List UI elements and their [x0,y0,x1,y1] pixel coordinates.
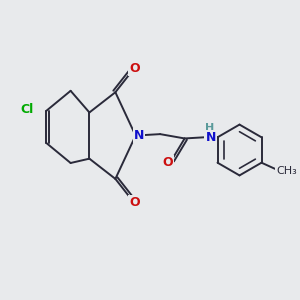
Text: O: O [129,62,140,75]
Text: O: O [129,196,140,209]
Text: N: N [134,129,144,142]
Text: H: H [205,123,214,133]
Text: N: N [206,130,216,143]
Text: Cl: Cl [21,103,34,116]
Text: O: O [162,156,172,169]
Text: CH₃: CH₃ [276,167,297,176]
